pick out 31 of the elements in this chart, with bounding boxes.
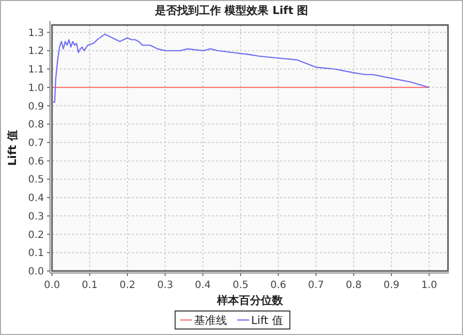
y-tick-label: 0.3 <box>28 211 44 222</box>
chart-title: 是否找到工作 模型效果 Lift 图 <box>154 4 308 17</box>
y-tick-label: 0.6 <box>28 156 44 168</box>
y-tick-label: 0.9 <box>28 101 44 112</box>
x-tick-label: 0.6 <box>270 280 286 291</box>
x-tick-label: 0.9 <box>383 280 400 291</box>
y-tick-label: 1.2 <box>28 46 44 58</box>
y-tick-label: 1.3 <box>28 28 44 39</box>
y-axis-title: Lift 值 <box>6 130 19 166</box>
x-tick-label: 0.8 <box>346 280 362 291</box>
x-tick-label: 0.5 <box>232 280 249 291</box>
x-tick-label: 0.4 <box>194 280 211 291</box>
y-tick-label: 1.1 <box>28 64 44 76</box>
legend-label: 基准线 <box>194 314 228 327</box>
legend-label: Lift 值 <box>251 314 283 327</box>
x-tick-label: 0.2 <box>119 280 136 291</box>
y-tick-label: 0.1 <box>28 248 44 260</box>
y-tick-label: 0.4 <box>28 193 44 204</box>
x-axis-title: 样本百分位数 <box>216 294 284 307</box>
y-tick-label: 0.2 <box>28 230 44 241</box>
y-tick-label: 1.0 <box>28 82 44 94</box>
y-tick-label: 0.5 <box>28 174 44 186</box>
line-series <box>52 34 430 103</box>
x-tick-label: 0.3 <box>157 280 174 291</box>
x-tick-label: 1.0 <box>421 280 438 291</box>
y-tick-label: 0.0 <box>28 266 44 278</box>
x-tick-label: 0.7 <box>308 280 324 291</box>
y-tick-label: 0.7 <box>28 138 44 149</box>
x-tick-label: 0.0 <box>44 280 60 291</box>
y-tick-label: 0.8 <box>28 120 44 131</box>
x-tick-label: 0.1 <box>82 280 98 291</box>
